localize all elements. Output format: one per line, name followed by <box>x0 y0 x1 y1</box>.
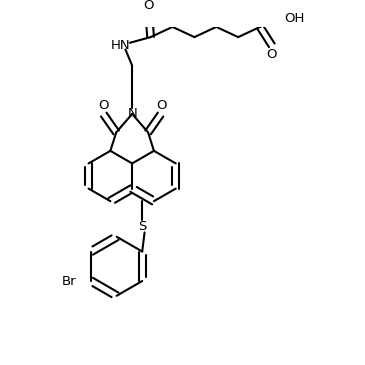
Text: O: O <box>266 48 277 61</box>
Text: Br: Br <box>61 274 76 288</box>
Text: O: O <box>98 99 108 112</box>
Text: S: S <box>138 220 146 233</box>
Text: O: O <box>144 0 154 12</box>
Text: OH: OH <box>285 12 305 25</box>
Text: O: O <box>156 99 166 112</box>
Text: HN: HN <box>111 39 130 52</box>
Text: N: N <box>127 107 137 120</box>
